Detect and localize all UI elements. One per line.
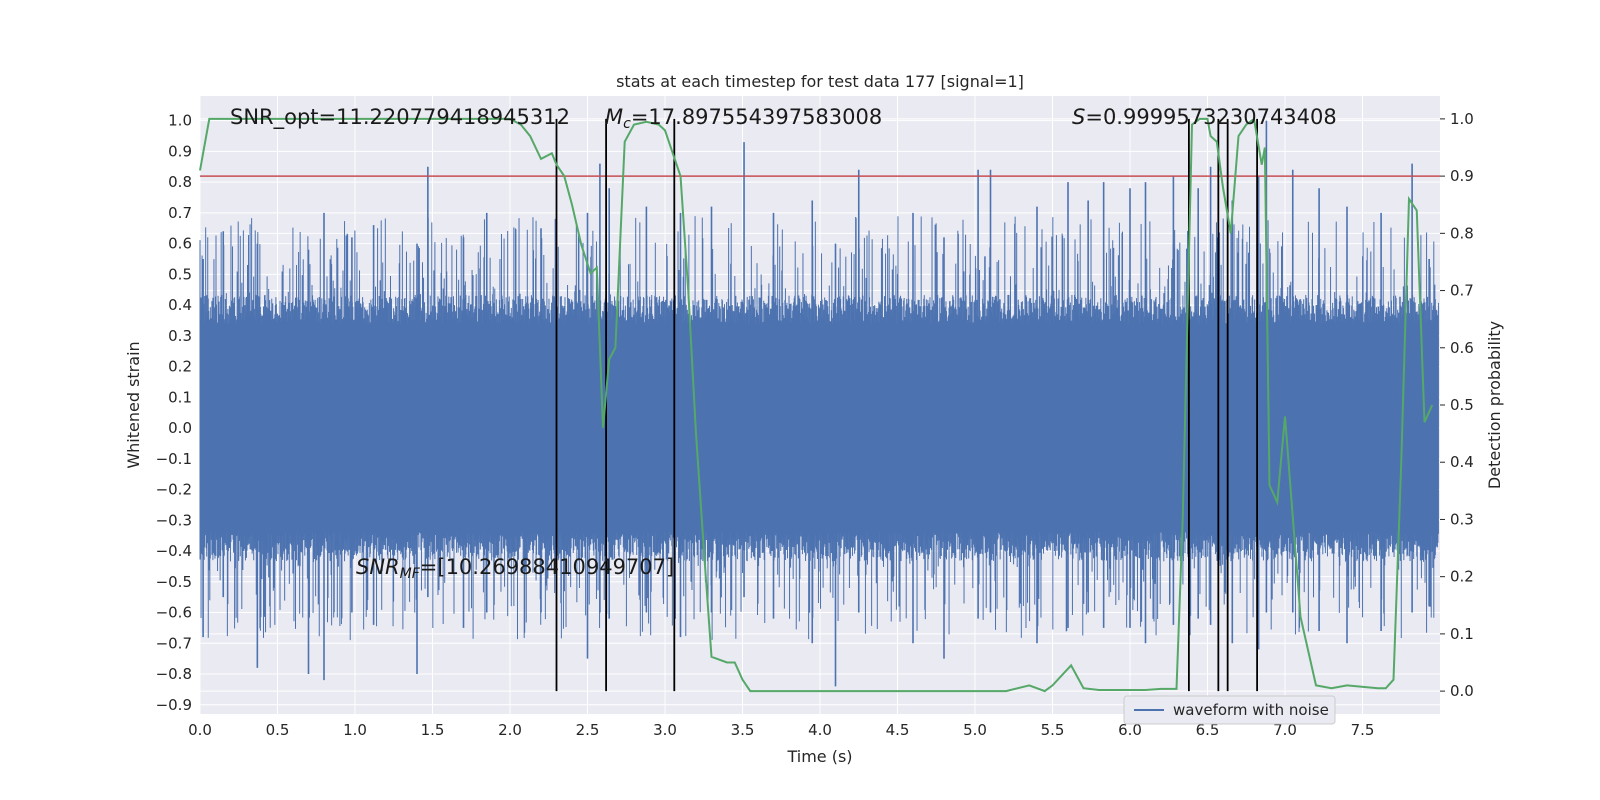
annotation-snr-mf-symbol: SNR bbox=[356, 555, 400, 579]
y-tick-label: 0.9 bbox=[168, 142, 192, 160]
x-axis-label: Time (s) bbox=[786, 747, 852, 766]
tick-labels: 0.0 0.5 1.0 1.5 2.0 2.5 3.0 3.5 4.0 4.5 5.0 5.5 6.0 6… bbox=[156, 110, 1474, 739]
y-tick-label: −0.3 bbox=[156, 511, 192, 529]
y2-tick-label: 0.8 bbox=[1450, 224, 1474, 242]
annotation-snr-opt: SNR_opt=11.220779418945312 bbox=[230, 105, 570, 130]
x-tick-label: 3.5 bbox=[731, 721, 755, 739]
x-tick-label: 7.0 bbox=[1273, 721, 1297, 739]
x-tick-label: 5.5 bbox=[1041, 721, 1065, 739]
y2-tick-label: 0.3 bbox=[1450, 510, 1474, 528]
y2-axis-label: Detection probability bbox=[1485, 321, 1504, 489]
chart-title: stats at each timestep for test data 177… bbox=[616, 72, 1024, 91]
x-tick-label: 6.0 bbox=[1118, 721, 1142, 739]
y-tick-label: −0.4 bbox=[156, 542, 192, 560]
legend: waveform with noise bbox=[1123, 695, 1336, 725]
y2-tick-label: 0.0 bbox=[1450, 682, 1474, 700]
legend-box bbox=[1123, 695, 1336, 725]
strain-noise-trace bbox=[199, 216, 1439, 641]
x-tick-label: 2.0 bbox=[498, 721, 522, 739]
legend-entry: waveform with noise bbox=[1173, 701, 1329, 719]
x-tick-label: 7.5 bbox=[1351, 721, 1375, 739]
annotation-chirp-mass: Mc=17.897554397583008 bbox=[605, 105, 882, 132]
annotation-chirp-mass-subscript: c bbox=[623, 116, 631, 132]
y2-tick-label: 0.1 bbox=[1450, 625, 1474, 643]
y-tick-label: −0.9 bbox=[156, 696, 192, 714]
x-tick-label: 2.5 bbox=[576, 721, 600, 739]
y-tick-label: 0.1 bbox=[168, 388, 192, 406]
y2-tick-label: 0.2 bbox=[1450, 568, 1474, 586]
strain-series bbox=[199, 120, 1439, 687]
y-axis-label: Whitened strain bbox=[124, 341, 143, 468]
y-tick-label: 0.3 bbox=[168, 327, 192, 345]
y-tick-label: 0.5 bbox=[168, 265, 192, 283]
x-tick-label: 1.0 bbox=[343, 721, 367, 739]
y-tick-label: 0.2 bbox=[168, 358, 192, 376]
detection-probability-line bbox=[199, 117, 1434, 693]
y2-tick-label: 1.0 bbox=[1450, 110, 1474, 128]
y-tick-label: 0.0 bbox=[168, 419, 192, 437]
y-tick-label: −0.6 bbox=[156, 604, 192, 622]
annotation-chirp-mass-symbol: M bbox=[605, 105, 623, 129]
x-tick-label: 6.5 bbox=[1196, 721, 1220, 739]
annotation-snr-mf-subscript: MF bbox=[400, 566, 421, 582]
x-tick-label: 5.0 bbox=[963, 721, 987, 739]
event-lines bbox=[555, 118, 1258, 692]
annotation-chirp-mass-value: =17.897554397583008 bbox=[631, 105, 882, 129]
y-tick-label: 0.7 bbox=[168, 204, 192, 222]
annotation-score: S=0.9999573230743408 bbox=[1072, 105, 1337, 129]
y-tick-label: −0.1 bbox=[156, 450, 192, 468]
annotation-score-symbol: S bbox=[1072, 105, 1085, 129]
annotation-snr-mf-value: =[10.26988410949707] bbox=[420, 555, 674, 579]
x-tick-label: 3.0 bbox=[653, 721, 677, 739]
annotation-score-value: =0.9999573230743408 bbox=[1085, 105, 1336, 129]
y-tick-label: −0.8 bbox=[156, 665, 192, 683]
y2-tick-label: 0.5 bbox=[1450, 396, 1474, 414]
y-tick-label: 0.6 bbox=[168, 235, 192, 253]
x-tick-label: 1.5 bbox=[421, 721, 445, 739]
x-tick-label: 0.5 bbox=[266, 721, 290, 739]
annotation-snr-mf: SNRMF=[10.26988410949707] bbox=[356, 555, 674, 582]
y2-tick-label: 0.6 bbox=[1450, 339, 1474, 357]
y-tick-label: 0.4 bbox=[168, 296, 192, 314]
x-tick-label: 4.0 bbox=[808, 721, 832, 739]
y-tick-label: 1.0 bbox=[168, 112, 192, 130]
y-tick-label: −0.2 bbox=[156, 481, 192, 499]
x-tick-label: 4.5 bbox=[886, 721, 910, 739]
x-tick-label: 0.0 bbox=[188, 721, 212, 739]
y-tick-label: −0.5 bbox=[156, 573, 192, 591]
y2-tick-label: 0.9 bbox=[1450, 167, 1474, 185]
probability-series bbox=[199, 117, 1434, 693]
y-tick-label: 0.8 bbox=[168, 173, 192, 191]
y-tick-label: −0.7 bbox=[156, 634, 192, 652]
y2-tick-label: 0.7 bbox=[1450, 282, 1474, 300]
y2-tick-label: 0.4 bbox=[1450, 453, 1474, 471]
